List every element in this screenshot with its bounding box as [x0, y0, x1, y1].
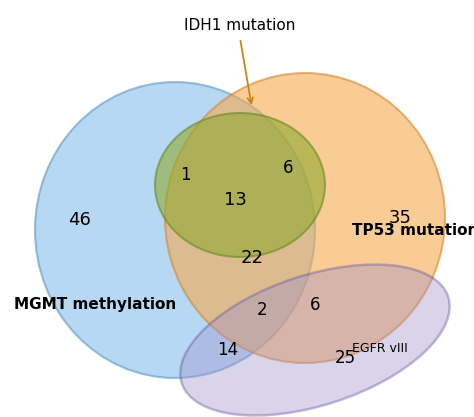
- Text: EGFR vIII: EGFR vIII: [352, 342, 408, 354]
- Ellipse shape: [155, 113, 325, 257]
- Text: MGMT methylation: MGMT methylation: [14, 297, 176, 312]
- Text: 1: 1: [180, 166, 191, 184]
- Text: 2: 2: [257, 301, 267, 319]
- Text: 14: 14: [218, 341, 238, 359]
- Text: 13: 13: [224, 191, 246, 209]
- Text: 6: 6: [283, 159, 293, 177]
- Text: 6: 6: [310, 296, 320, 314]
- Text: 35: 35: [389, 209, 411, 227]
- Text: 25: 25: [335, 349, 356, 367]
- Text: 46: 46: [69, 211, 91, 229]
- Text: 22: 22: [240, 249, 264, 267]
- Ellipse shape: [35, 82, 315, 378]
- Text: TP53 mutation: TP53 mutation: [352, 223, 474, 238]
- Text: IDH1 mutation: IDH1 mutation: [184, 18, 296, 33]
- Ellipse shape: [165, 73, 445, 363]
- Ellipse shape: [180, 264, 450, 415]
